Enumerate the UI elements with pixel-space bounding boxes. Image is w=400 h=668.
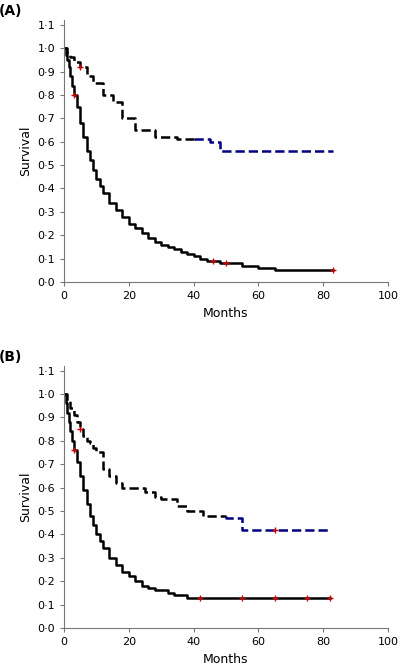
Text: (B): (B) [0,350,22,364]
Y-axis label: Survival: Survival [19,126,32,176]
Text: (A): (A) [0,4,23,18]
X-axis label: Months: Months [203,307,249,320]
Y-axis label: Survival: Survival [19,472,32,522]
X-axis label: Months: Months [203,653,249,665]
